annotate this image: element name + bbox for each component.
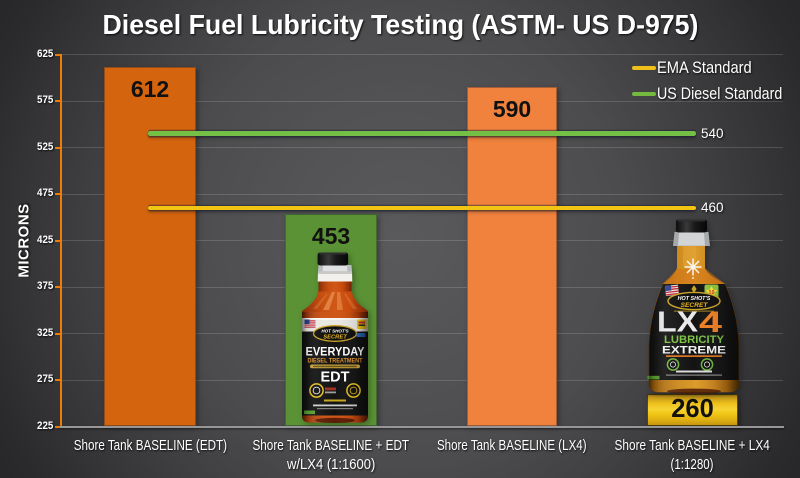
y-tick-mark xyxy=(55,286,60,288)
bar-value-label: 590 xyxy=(492,96,532,123)
bar-value-label: 612 xyxy=(130,75,170,102)
y-tick-mark xyxy=(55,146,60,149)
ref-line-value: 540 xyxy=(701,125,724,141)
legend-item: US Diesel Standard xyxy=(632,84,800,104)
y-tick-mark xyxy=(55,239,60,242)
gridline xyxy=(60,147,783,148)
y-tick-mark xyxy=(55,53,60,56)
x-axis-label: Shore Tank BASELINE + LX4 (1:1280) xyxy=(614,438,771,473)
y-axis-line xyxy=(59,54,62,428)
y-tick-label: 625 xyxy=(36,47,53,60)
edt-bottle-image: HOT SHOT'S SECRET EVERYDAY DIESEL TREATM… xyxy=(302,252,368,423)
y-tick-label: 475 xyxy=(36,187,53,199)
gridline xyxy=(60,333,783,334)
y-tick-mark xyxy=(55,100,60,102)
gridline xyxy=(60,193,783,195)
ref-line-value: 460 xyxy=(701,199,724,215)
x-axis-label: Shore Tank BASELINE (LX4) xyxy=(437,438,587,454)
ref-line-460 xyxy=(147,205,696,211)
y-tick-mark xyxy=(55,425,60,428)
bar-value-label: 260 xyxy=(671,395,714,424)
bar-4 xyxy=(647,393,738,427)
y-tick-label: 325 xyxy=(36,326,53,339)
y-tick-label: 225 xyxy=(36,419,53,432)
gridline xyxy=(60,286,783,288)
bar-3 xyxy=(467,87,557,427)
legend-swatch xyxy=(632,66,656,70)
bar-1 xyxy=(104,66,196,427)
legend-swatch xyxy=(632,92,656,96)
y-tick-label: 275 xyxy=(36,373,53,385)
y-tick-label: 425 xyxy=(36,233,53,246)
gridline xyxy=(60,379,783,381)
legend-label: EMA Standard xyxy=(656,58,752,77)
chart-title: Diesel Fuel Lubricity Testing (ASTM- US … xyxy=(102,9,698,40)
legend-item: EMA Standard xyxy=(632,58,800,78)
gridline xyxy=(60,240,783,241)
ref-line-540 xyxy=(147,131,696,136)
x-axis-line xyxy=(59,425,784,428)
legend-label: US Diesel Standard xyxy=(656,84,782,103)
x-axis-label: Shore Tank BASELINE + EDT w/LX4 (1:1600) xyxy=(252,438,410,473)
gridline xyxy=(60,100,783,102)
x-axis-label: Shore Tank BASELINE (EDT) xyxy=(73,438,227,454)
y-tick-mark xyxy=(55,379,60,381)
y-tick-label: 525 xyxy=(36,140,53,153)
y-tick-label: 575 xyxy=(36,94,53,106)
lx4-bottle-image: 10 HOT SHOT'S SECRET LX 4 LUBRICITY EXTR… xyxy=(647,219,740,394)
y-tick-label: 375 xyxy=(36,280,53,292)
bar-value-label: 453 xyxy=(311,223,351,250)
gridline xyxy=(60,54,783,55)
y-tick-mark xyxy=(55,193,60,195)
y-tick-mark xyxy=(55,332,60,335)
